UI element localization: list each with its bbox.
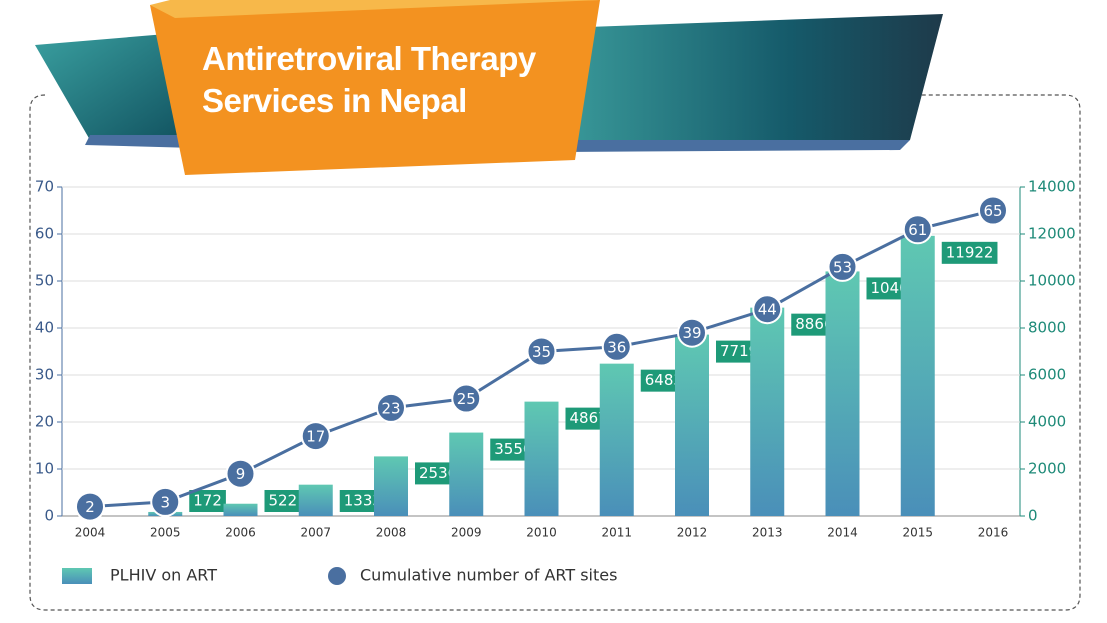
y-tick-label: 0 (44, 507, 54, 525)
y2-tick-label: 6000 (1028, 366, 1066, 384)
bar-value-label: 11922 (946, 243, 994, 261)
bar (750, 307, 785, 516)
line-point (75, 491, 105, 522)
bar-value-label: 4867 (570, 409, 608, 427)
point-value-label: 3 (160, 493, 170, 511)
line-point (376, 392, 406, 423)
point-value-label: 35 (532, 343, 551, 361)
bar-value-label: 3550 (494, 440, 532, 458)
bar-value-label: 522 (269, 492, 298, 510)
point-value-label: 9 (236, 465, 246, 483)
legend-swatch-line (328, 567, 346, 585)
banner-left (35, 32, 195, 140)
bar (900, 235, 935, 516)
bar-value-box (941, 241, 998, 264)
y-tick-label: 60 (35, 225, 54, 243)
y2-tick-label: 8000 (1028, 319, 1066, 337)
banner-left-edge (85, 135, 195, 148)
x-tick-label: 2006 (225, 526, 256, 540)
bar (524, 401, 559, 516)
y2-tick-label: 0 (1028, 507, 1038, 525)
point-value-label: 53 (833, 258, 852, 276)
chart-title: Antiretroviral Therapy Services in Nepal (202, 40, 536, 119)
bar (599, 363, 634, 516)
point-value-label: 17 (306, 428, 325, 446)
x-tick-label: 2014 (827, 526, 858, 540)
y-tick-label: 30 (35, 366, 54, 384)
bar-value-box (264, 490, 302, 512)
banner-right-edge (560, 140, 910, 152)
line-point (827, 251, 858, 282)
x-tick-label: 2005 (150, 526, 181, 540)
x-tick-label: 2011 (601, 526, 632, 540)
title-box (150, 0, 600, 175)
x-tick-label: 2012 (677, 526, 708, 540)
point-value-label: 25 (457, 390, 476, 408)
banner-right (560, 14, 943, 150)
y-tick-label: 20 (35, 413, 54, 431)
line-point (451, 383, 482, 414)
line-point (225, 458, 256, 489)
point-value-label: 2 (85, 498, 95, 516)
point-value-label: 44 (758, 301, 777, 319)
legend-label: PLHIV on ART (110, 566, 217, 585)
bar-value-label: 2536 (419, 464, 457, 482)
y-tick-label: 10 (35, 460, 54, 478)
point-value-label: 65 (983, 202, 1002, 220)
legend-label: Cumulative number of ART sites (360, 566, 617, 585)
bar-value-label: 8866 (795, 315, 833, 333)
x-tick-label: 2007 (300, 526, 331, 540)
title-box-top (150, 0, 600, 18)
line-point (601, 331, 632, 362)
x-tick-label: 2004 (75, 526, 106, 540)
x-tick-label: 2010 (526, 526, 557, 540)
x-tick-label: 2009 (451, 526, 482, 540)
line-point (978, 195, 1008, 226)
y-tick-label: 70 (35, 178, 54, 196)
legend-swatch-bar (62, 568, 92, 584)
line-point (902, 214, 933, 245)
bar (449, 432, 484, 516)
x-tick-label: 2016 (978, 526, 1009, 540)
y-tick-label: 40 (35, 319, 54, 337)
x-tick-label: 2013 (752, 526, 783, 540)
line-point (300, 421, 331, 452)
bar-value-label: 172 (193, 492, 222, 510)
y-tick-label: 50 (35, 272, 54, 290)
line-point (752, 294, 783, 325)
bar-value-label: 1333 (344, 492, 382, 510)
bar (374, 456, 408, 516)
point-value-label: 61 (908, 221, 927, 239)
y2-tick-label: 12000 (1028, 225, 1076, 243)
x-tick-label: 2008 (376, 526, 407, 540)
point-value-label: 23 (381, 399, 400, 417)
line-point (526, 336, 557, 367)
bar (825, 271, 860, 516)
bar (675, 334, 709, 516)
y2-tick-label: 2000 (1028, 460, 1066, 478)
bar-value-box (189, 490, 226, 512)
bar-value-label: 7719 (720, 342, 758, 360)
y2-tick-label: 10000 (1028, 272, 1076, 290)
x-tick-label: 2015 (902, 526, 933, 540)
y2-tick-label: 14000 (1028, 178, 1076, 196)
bar (298, 484, 333, 516)
y2-tick-label: 4000 (1028, 413, 1066, 431)
line-point (150, 486, 181, 517)
point-value-label: 36 (607, 338, 626, 356)
bar-value-label: 6483 (645, 371, 683, 389)
point-value-label: 39 (682, 324, 701, 342)
line-point (677, 317, 707, 348)
bar (223, 503, 258, 516)
